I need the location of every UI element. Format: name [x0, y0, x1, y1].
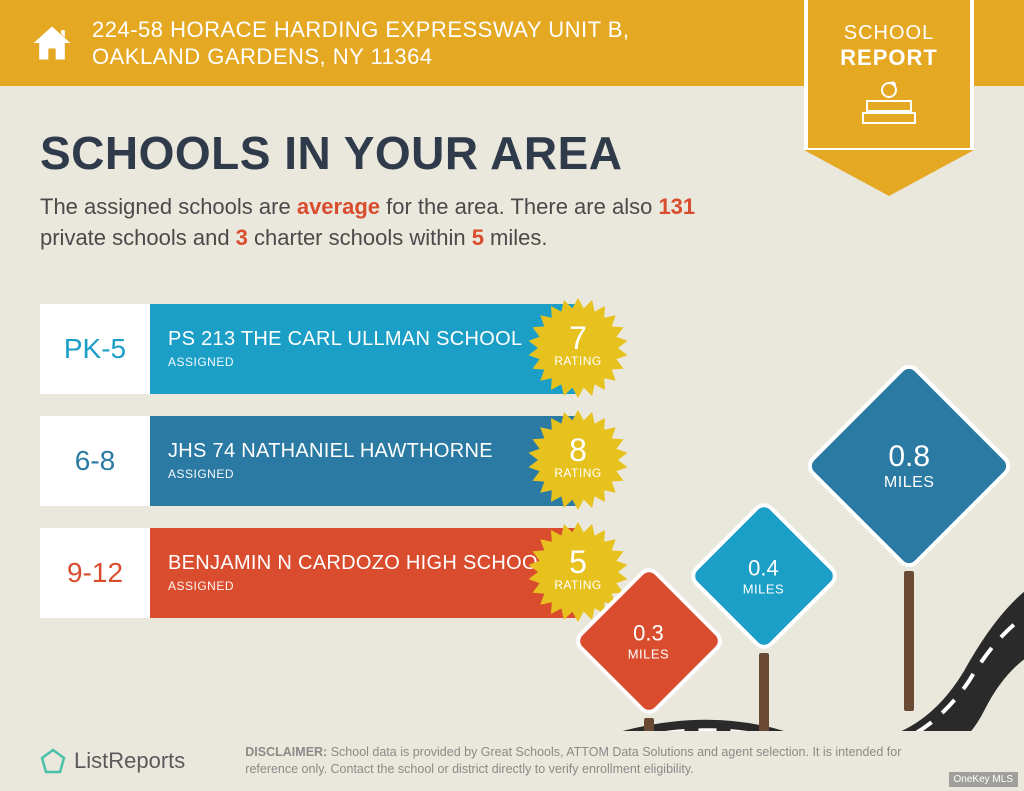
badge-line2: REPORT: [808, 45, 970, 71]
summary-quality: average: [297, 194, 380, 219]
disclaimer-label: DISCLAIMER:: [245, 745, 327, 759]
brand-logo: ListReports: [40, 748, 185, 774]
badge-line1: SCHOOL: [808, 22, 970, 45]
pentagon-icon: [40, 748, 66, 774]
school-name: BENJAMIN N CARDOZO HIGH SCHOOL: [168, 552, 562, 575]
book-apple-icon: [861, 81, 917, 125]
disclaimer-text: DISCLAIMER: School data is provided by G…: [245, 744, 915, 778]
summary-pre: The assigned schools are: [40, 194, 297, 219]
sign-distance: 0.4: [743, 555, 785, 581]
school-row: PK-5 PS 213 THE CARL ULLMAN SCHOOL ASSIG…: [40, 304, 580, 394]
school-status: ASSIGNED: [168, 579, 562, 593]
brand-name: ListReports: [74, 748, 185, 774]
summary-private: 131: [658, 194, 695, 219]
grade-range: 6-8: [40, 416, 150, 506]
school-row: 6-8 JHS 74 NATHANIEL HAWTHORNE ASSIGNED …: [40, 416, 580, 506]
sign-post: [759, 653, 769, 743]
sign-unit: MILES: [743, 581, 785, 596]
property-address: 224-58 HORACE HARDING EXPRESSWAY UNIT B,…: [92, 16, 692, 71]
sign-unit: MILES: [884, 474, 935, 492]
school-status: ASSIGNED: [168, 467, 562, 481]
summary-charter: 3: [236, 225, 248, 250]
distance-sign: 0.8 MILES: [834, 391, 984, 711]
summary-mid1: for the area. There are also: [380, 194, 658, 219]
summary-post: miles.: [484, 225, 548, 250]
summary-mid3: charter schools within: [248, 225, 472, 250]
school-name: PS 213 THE CARL ULLMAN SCHOOL: [168, 328, 562, 351]
grade-range: PK-5: [40, 304, 150, 394]
sign-post: [904, 571, 914, 711]
sign-distance: 0.3: [628, 620, 670, 646]
summary-miles: 5: [472, 225, 484, 250]
report-badge: SCHOOL REPORT: [804, 0, 974, 210]
school-name: JHS 74 NATHANIEL HAWTHORNE: [168, 440, 562, 463]
watermark: OneKey MLS: [949, 772, 1018, 787]
distance-sign: 0.4 MILES: [709, 521, 819, 743]
school-status: ASSIGNED: [168, 355, 562, 369]
sign-distance: 0.8: [884, 440, 935, 474]
header-bar: 224-58 HORACE HARDING EXPRESSWAY UNIT B,…: [0, 0, 1024, 86]
sign-unit: MILES: [628, 646, 670, 661]
summary-mid2: private schools and: [40, 225, 236, 250]
grade-range: 9-12: [40, 528, 150, 618]
house-icon: [30, 21, 74, 65]
footer: ListReports DISCLAIMER: School data is p…: [0, 731, 1024, 791]
school-row: 9-12 BENJAMIN N CARDOZO HIGH SCHOOL ASSI…: [40, 528, 580, 618]
road-illustration: 0.3 MILES 0.4 MILES 0.8 MILES: [544, 351, 1024, 751]
disclaimer-body: School data is provided by Great Schools…: [245, 745, 901, 776]
summary-text: The assigned schools are average for the…: [40, 192, 720, 254]
